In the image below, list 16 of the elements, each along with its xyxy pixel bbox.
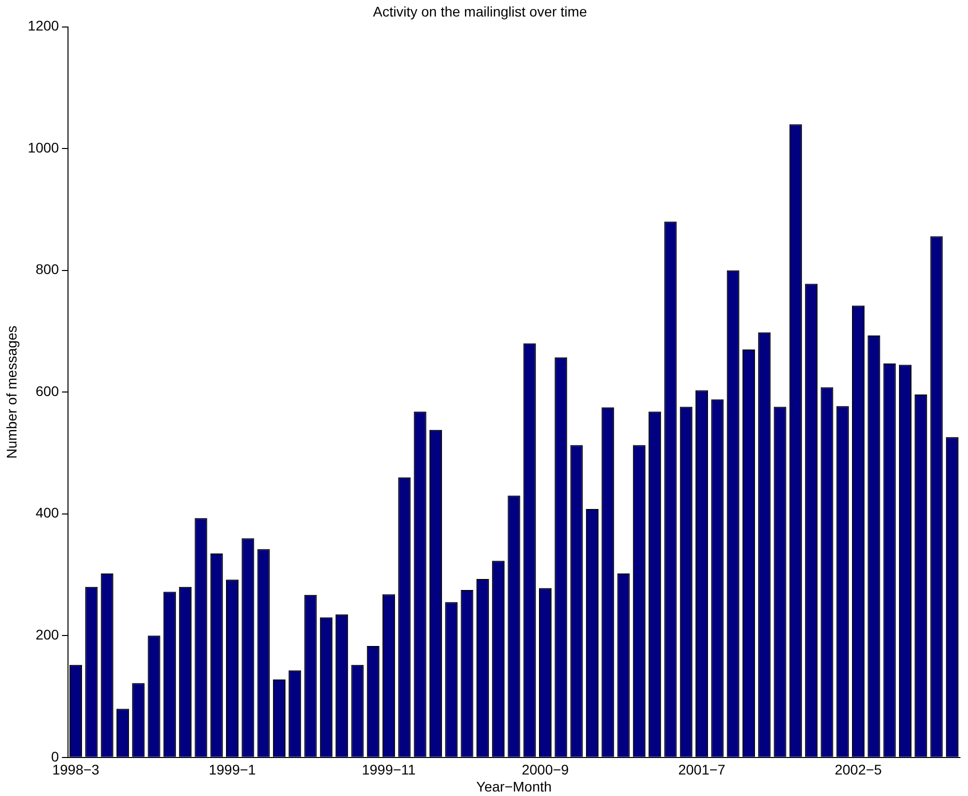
y-tick-label: 1200 [28, 18, 60, 34]
y-tick-label: 800 [36, 261, 60, 278]
x-tick-label: 1999−1 [208, 762, 256, 778]
y-tick-label: 1000 [28, 139, 60, 156]
y-tick-label: 400 [36, 504, 60, 521]
y-tick-label: 200 [36, 626, 60, 642]
x-tick-label: 2000−9 [522, 762, 570, 778]
y-tick-label: 0 [51, 748, 60, 764]
x-axis-title: Year−Month [476, 778, 552, 794]
x-tick-label: 1998−3 [52, 762, 100, 778]
x-tick-label: 2002−5 [834, 762, 882, 778]
y-tick-label: 600 [36, 382, 60, 399]
x-tick-label: 2001−7 [678, 762, 726, 778]
chart-title: Activity on the mailinglist over time [373, 3, 588, 20]
y-axis-title: Number of messages [3, 326, 20, 459]
x-tick-label: 1999−11 [362, 762, 416, 778]
